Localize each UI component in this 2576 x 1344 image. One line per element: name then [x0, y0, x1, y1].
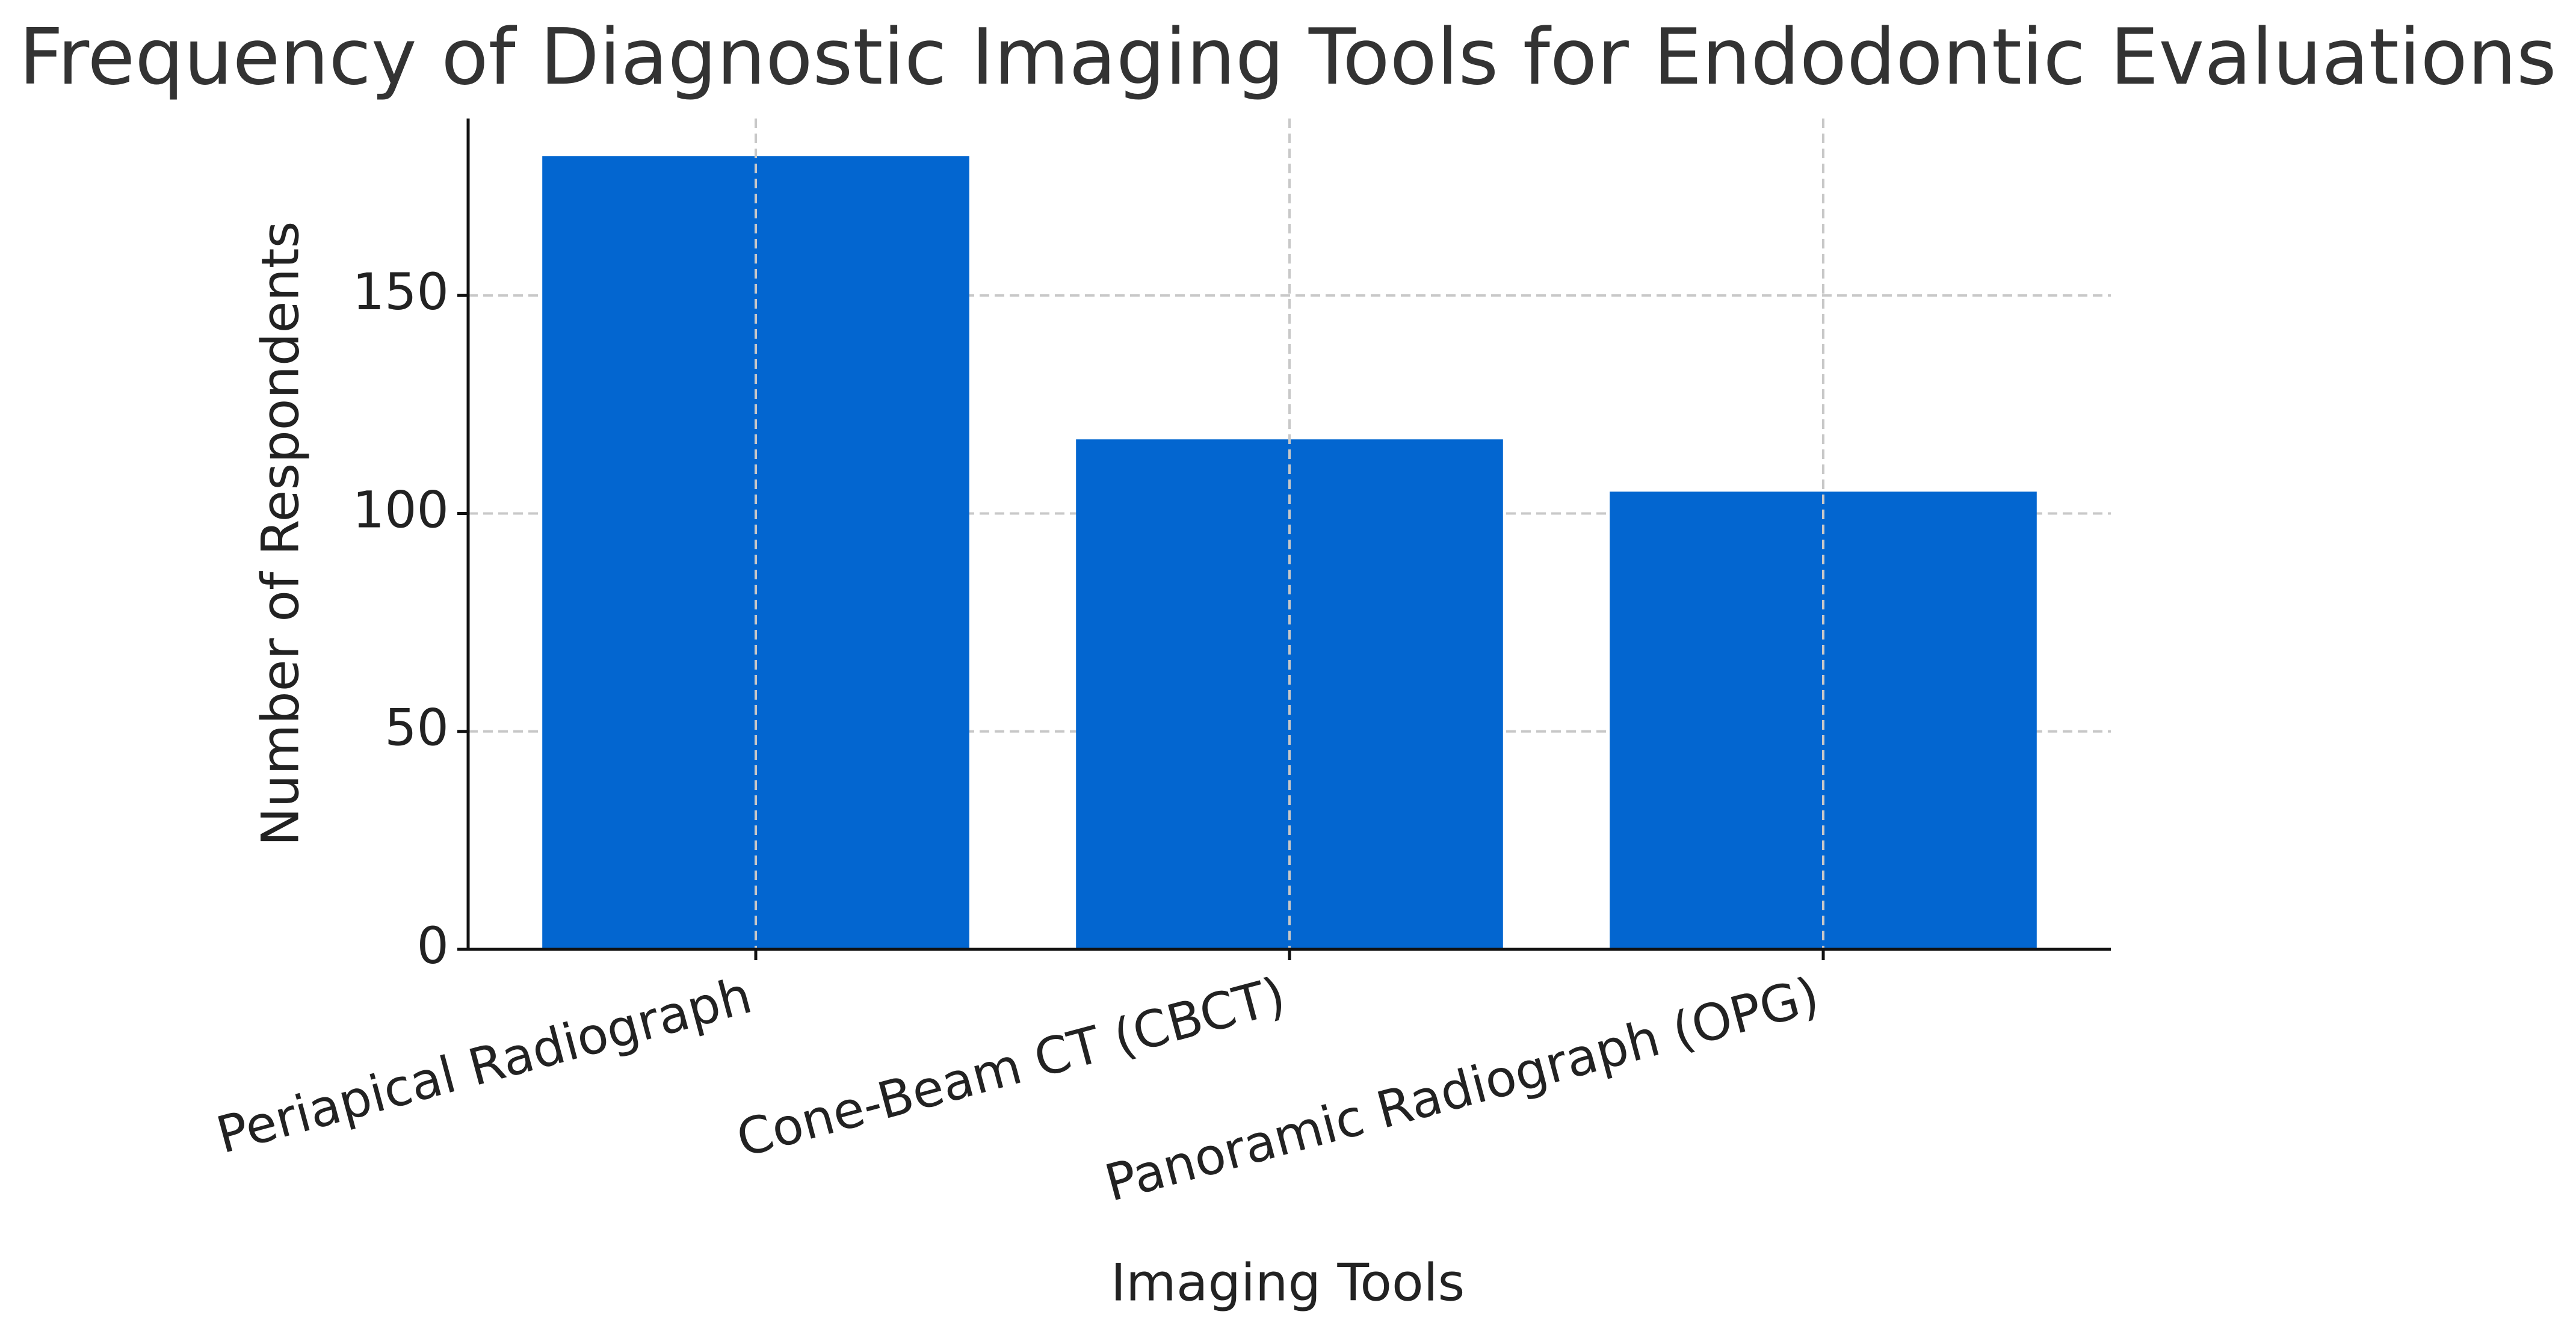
chart-title: Frequency of Diagnostic Imaging Tools fo…: [19, 13, 2556, 102]
y-tick-label: 50: [385, 698, 449, 757]
y-axis-label: Number of Respondents: [250, 221, 310, 846]
y-tick-label: 0: [417, 916, 449, 975]
x-axis-label: Imaging Tools: [1111, 1253, 1465, 1313]
y-tick-label: 150: [353, 262, 449, 321]
y-tick-label: 100: [353, 480, 449, 539]
x-tick-label: Periapical Radiograph: [211, 966, 758, 1165]
